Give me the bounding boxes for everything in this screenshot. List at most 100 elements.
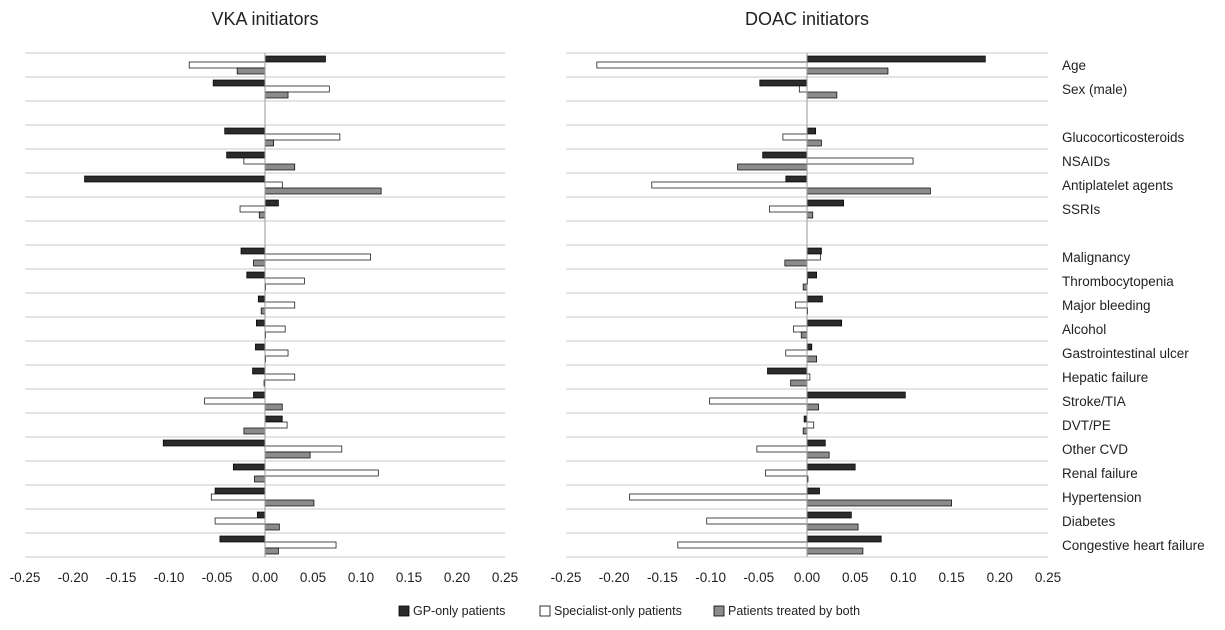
bar — [264, 547, 279, 555]
bar — [806, 55, 986, 63]
bar — [785, 349, 808, 357]
bar — [806, 355, 817, 363]
bar — [214, 487, 266, 495]
bar — [264, 139, 274, 147]
bar — [264, 403, 283, 411]
bar — [236, 67, 266, 75]
panel-title-doac: DOAC initiators — [745, 9, 869, 29]
bar — [806, 421, 815, 429]
bar — [264, 451, 311, 459]
x-tick-label: 0.10 — [890, 570, 916, 585]
panel-0: -0.25 -0.20 -0.15 -0.10 -0.05 0.00 0.05 0.10 0.1… — [10, 52, 518, 585]
bar — [737, 163, 808, 171]
bar — [253, 259, 266, 267]
bar — [264, 445, 343, 453]
bar — [162, 439, 266, 447]
x-tick-label: 0.20 — [444, 570, 470, 585]
bar — [258, 211, 266, 219]
bar — [790, 379, 808, 387]
bar — [264, 469, 379, 477]
bar — [255, 343, 266, 351]
bar — [806, 247, 822, 255]
bar — [224, 127, 266, 135]
bar — [264, 277, 305, 285]
bar — [254, 475, 266, 483]
bar — [765, 469, 808, 477]
bar — [188, 61, 266, 69]
bar — [806, 199, 844, 207]
bar — [264, 541, 337, 549]
category-label: Age — [1062, 58, 1086, 73]
bar — [798, 85, 808, 93]
category-label: Hypertension — [1062, 490, 1142, 505]
x-tick-label: -0.10 — [154, 570, 185, 585]
bar — [806, 187, 931, 195]
category-label: Renal failure — [1062, 466, 1138, 481]
bar — [629, 493, 808, 501]
bar — [806, 451, 830, 459]
bar — [806, 547, 864, 555]
category-label: DVT/PE — [1062, 418, 1111, 433]
bar — [806, 127, 817, 135]
bar — [252, 367, 266, 375]
bar — [806, 91, 838, 99]
bar — [806, 157, 914, 165]
category-label: Major bleeding — [1062, 298, 1151, 313]
x-tick-label: 0.25 — [492, 570, 518, 585]
x-tick-label: -0.20 — [599, 570, 630, 585]
category-label: Diabetes — [1062, 514, 1116, 529]
bar — [214, 517, 266, 525]
bar — [257, 295, 266, 303]
bar — [762, 151, 808, 159]
bar — [246, 271, 266, 279]
x-tick-label: 0.00 — [252, 570, 278, 585]
x-tick-label: 0.20 — [987, 570, 1013, 585]
bar — [264, 85, 330, 93]
bar — [264, 181, 283, 189]
bar — [806, 535, 882, 543]
category-label: Glucocorticosteroids — [1062, 130, 1185, 145]
bar — [806, 271, 817, 279]
x-tick-label: -0.25 — [10, 570, 41, 585]
category-label: Antiplatelet agents — [1062, 178, 1173, 193]
bar — [596, 61, 808, 69]
bar — [264, 301, 296, 309]
bar — [785, 175, 808, 183]
bar — [806, 253, 821, 261]
category-label: Thrombocytopenia — [1062, 274, 1174, 289]
x-tick-label: -0.20 — [58, 570, 89, 585]
panel-title-vka: VKA initiators — [211, 9, 318, 29]
legend: GP-only patients Specialist-only patient… — [398, 604, 860, 618]
legend-label-gp: GP-only patients — [413, 604, 505, 618]
bar — [243, 427, 266, 435]
bar — [795, 301, 808, 309]
bar — [243, 157, 266, 165]
x-tick-label: -0.15 — [106, 570, 137, 585]
x-tick-label: 0.00 — [794, 570, 820, 585]
bar — [806, 511, 852, 519]
legend-label-both: Patients treated by both — [728, 604, 860, 618]
x-tick-label: -0.05 — [743, 570, 774, 585]
x-tick-label: 0.05 — [300, 570, 326, 585]
bar — [709, 397, 808, 405]
bar — [806, 403, 819, 411]
bar — [204, 397, 266, 405]
bar — [260, 307, 266, 315]
bar — [806, 439, 826, 447]
bar — [806, 343, 813, 351]
bar — [256, 319, 266, 327]
bar — [264, 253, 371, 261]
bar — [212, 79, 266, 87]
bar — [264, 349, 289, 357]
panel-1: -0.25 -0.20 -0.15 -0.10 -0.05 0.00 0.05 0.10 0.1… — [551, 52, 1061, 585]
bar — [806, 295, 823, 303]
bar — [806, 211, 814, 219]
legend-swatch-both — [713, 605, 725, 617]
bar — [806, 499, 952, 507]
x-tick-label: 0.15 — [396, 570, 422, 585]
bar — [239, 205, 266, 213]
bar — [264, 55, 326, 63]
category-label: Hepatic failure — [1062, 370, 1148, 385]
